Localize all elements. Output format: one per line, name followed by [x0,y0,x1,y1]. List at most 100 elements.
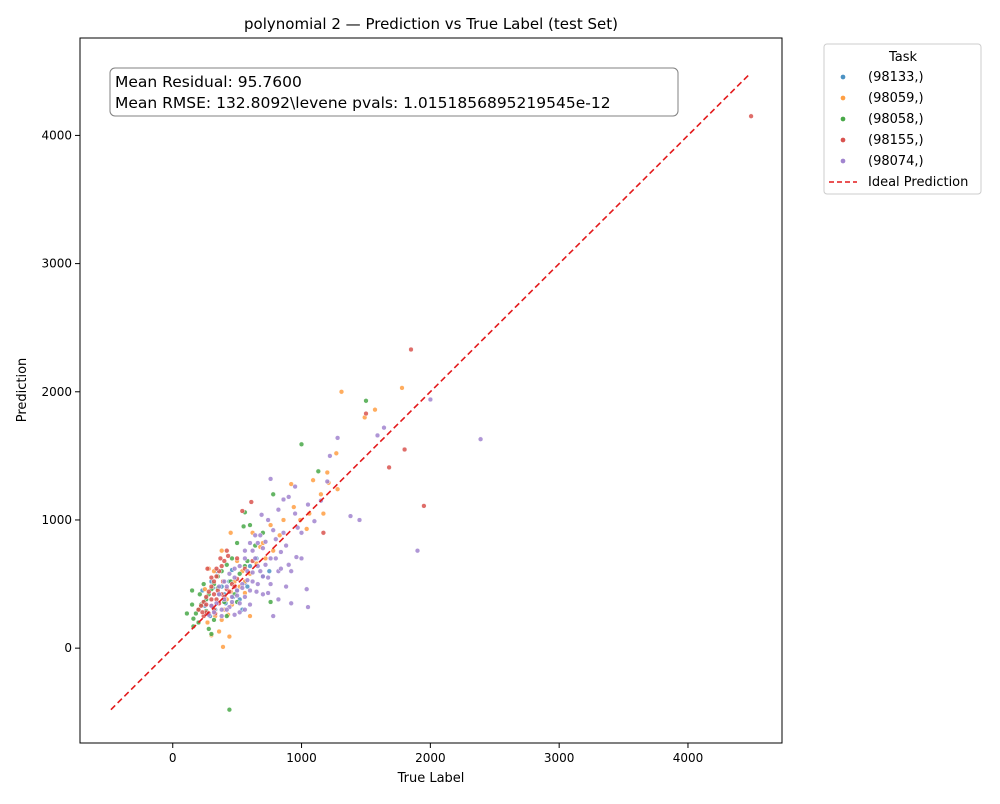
data-point [247,601,253,608]
data-point [372,407,378,413]
legend-marker [840,95,846,101]
data-point [304,586,310,592]
legend-entry-label: (98074,) [868,154,924,169]
data-point [320,530,327,536]
data-point [229,599,235,605]
data-point [198,603,204,609]
x-axis-label: True Label [397,771,465,786]
data-point [247,613,253,619]
data-point [237,563,243,569]
data-point [226,707,233,713]
data-point [288,481,294,487]
data-point [242,607,248,613]
legend-items: (98133,) (98059,) (98058,) (98155,) (98074,) [840,70,924,169]
data-point [247,522,253,528]
data-point [226,571,233,577]
data-point [224,562,230,568]
legend-entry-label: (98058,) [868,112,924,127]
data-point [273,555,279,562]
data-point [257,568,263,574]
data-point [363,410,369,417]
data-point [234,592,240,599]
data-point [219,613,225,619]
y-tick-label: 2000 [41,385,72,399]
data-point [270,613,276,619]
data-point [286,562,292,568]
data-point [304,526,310,532]
data-point [211,578,217,585]
data-point [277,532,283,538]
data-point [203,594,209,600]
data-point [208,583,215,590]
data-point [247,563,253,569]
data-point [262,539,269,545]
data-point [262,555,269,562]
series-4 [206,396,484,619]
data-point [298,441,305,447]
data-point [257,532,263,538]
data-point [219,607,225,613]
data-point [213,566,220,572]
data-point [204,619,211,626]
stats-annotation: Mean Residual: 95.7600 Mean RMSE: 132.80… [109,67,679,117]
data-point [244,583,251,590]
data-point [203,601,209,608]
data-point [270,491,276,497]
data-point [280,530,287,536]
data-point [247,540,253,546]
series-1 [202,385,405,650]
data-point [399,385,405,391]
data-point [231,566,238,572]
data-point [334,435,341,441]
legend-marker [840,137,846,143]
data-point [414,548,421,554]
data-point [291,504,297,510]
data-point [292,483,298,490]
data-point [267,581,274,587]
data-point [283,583,289,590]
x-tick-label: 2000 [415,751,446,765]
data-point [260,591,266,597]
data-point [221,558,227,564]
data-point [220,644,226,650]
data-point [247,587,253,594]
data-point [239,508,245,514]
data-point [278,566,284,572]
data-point [267,555,274,562]
plot-frame [79,37,783,744]
data-point [206,626,212,632]
data-point [338,389,345,395]
data-point [213,573,220,580]
data-point [275,596,282,603]
y-axis-label: Prediction [15,358,30,423]
data-point [224,607,230,613]
legend: Task (98133,)(98059,)(98058,)(98155,)(98… [823,43,982,195]
data-point [217,555,224,562]
data-point [255,581,261,587]
x-tick-label: 1000 [286,751,317,765]
data-point [240,523,247,530]
data-point [224,583,230,590]
data-point [260,573,266,580]
data-point [252,555,258,562]
data-point [258,512,265,518]
data-point [280,496,287,503]
data-point [386,464,392,471]
data-point [201,581,207,587]
data-point [189,587,195,594]
data-point [748,113,754,119]
data-point [204,566,211,572]
data-point [278,549,284,555]
data-point [237,600,243,606]
data-point [242,548,248,554]
data-point [202,586,208,592]
data-point [242,594,248,600]
data-point [253,589,260,595]
data-point [305,501,311,508]
chart-title: polynomial 2 — Prediction vs True Label … [244,15,618,33]
data-point [234,555,240,562]
data-point [234,540,240,546]
data-point [327,453,333,459]
